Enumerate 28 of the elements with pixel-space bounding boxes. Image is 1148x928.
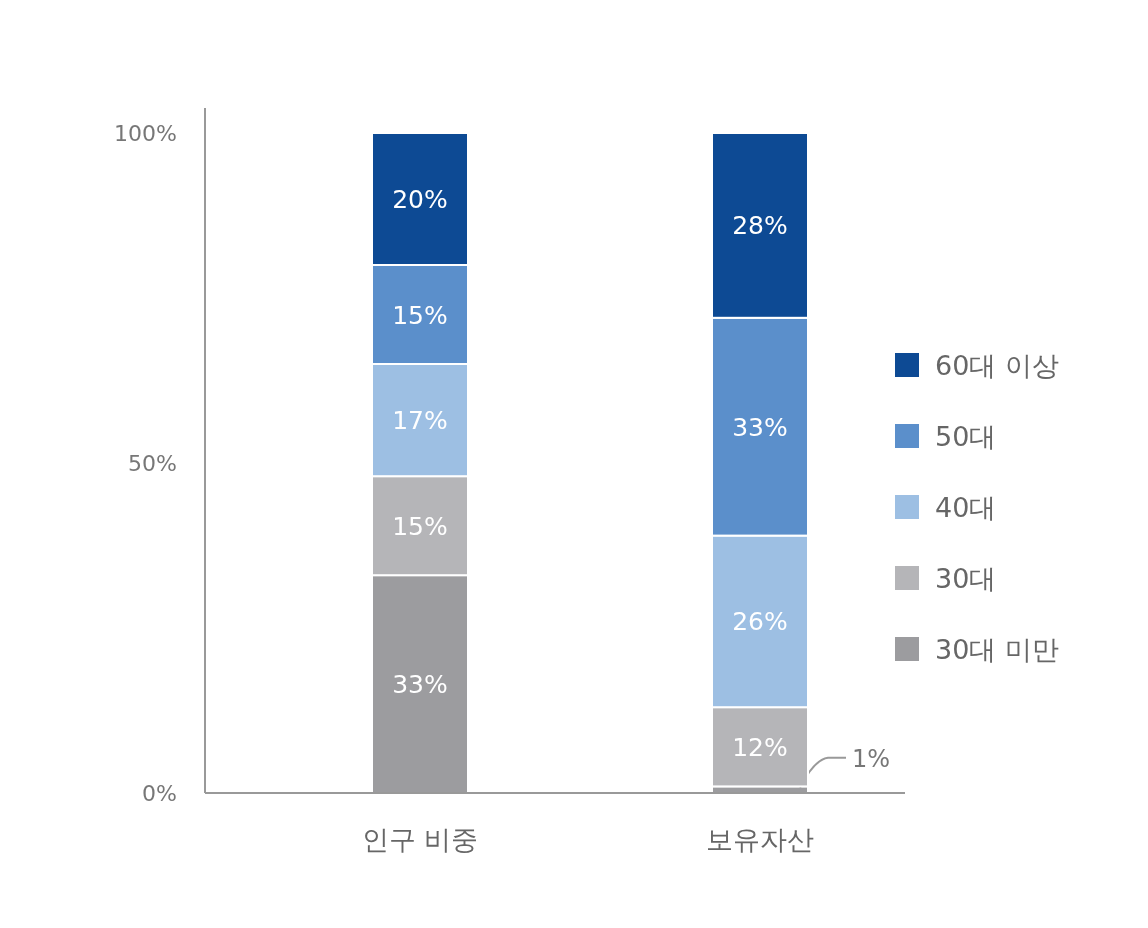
data-label: 1% [852,744,891,773]
bar [371,363,469,478]
data-label: 20% [392,185,448,214]
data-label: 33% [392,670,448,700]
data-label: 17% [392,406,448,436]
legend-label: 30대 [935,563,997,594]
legend-label: 50대 [935,421,997,452]
bar [711,316,809,537]
x-tick-label: 보유자산 [706,824,814,855]
data-label: 12% [732,732,788,762]
x-tick-label: 인구 비중 [361,824,479,855]
bar [371,132,469,266]
data-label: 15% [392,511,448,541]
bar [711,534,809,709]
bar [371,264,469,365]
data-label: 15% [392,300,448,330]
data-label: 26% [732,607,788,637]
data-label: 33% [732,412,788,442]
bar [711,706,809,788]
y-tick-label: 50% [128,451,177,476]
y-tick-label: 100% [114,121,177,146]
legend-label: 30대 미만 [935,634,1059,665]
legend-label: 40대 [935,492,997,523]
legend-label: 60대 이상 [935,350,1059,381]
y-tick-label: 0% [142,781,177,806]
data-label: 28% [732,211,788,241]
bar [371,475,469,577]
bar [711,132,809,319]
